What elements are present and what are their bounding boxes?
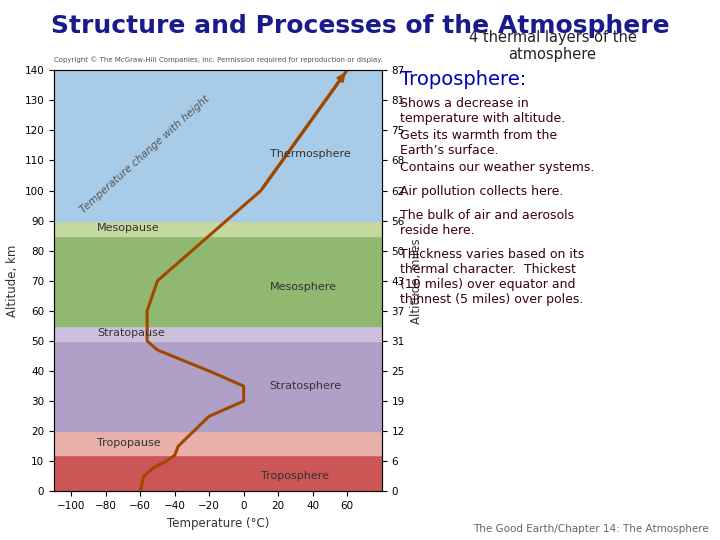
Y-axis label: Altitude, km: Altitude, km [6, 245, 19, 317]
Text: Thermosphere: Thermosphere [269, 150, 350, 159]
Text: Mesopause: Mesopause [97, 223, 160, 233]
X-axis label: Temperature (°C): Temperature (°C) [166, 517, 269, 530]
Text: The bulk of air and aerosols
reside here.: The bulk of air and aerosols reside here… [400, 209, 574, 237]
Bar [54, 326, 382, 341]
Text: Structure and Processes of the Atmosphere: Structure and Processes of the Atmospher… [50, 14, 670, 37]
Y-axis label: Altitude, miles: Altitude, miles [410, 238, 423, 323]
Text: Tropopause: Tropopause [97, 438, 161, 448]
Text: Temperature change with height: Temperature change with height [78, 93, 212, 214]
Text: Gets its warmth from the
Earth’s surface.: Gets its warmth from the Earth’s surface… [400, 129, 557, 157]
Text: Mesosphere: Mesosphere [269, 282, 336, 292]
Bar [54, 235, 382, 326]
Text: Thickness varies based on its
thermal character.  Thickest
(10 miles) over equat: Thickness varies based on its thermal ch… [400, 248, 584, 306]
Bar [54, 70, 382, 221]
Bar [54, 431, 382, 455]
Bar [54, 455, 382, 491]
Text: Copyright © The McGraw-Hill Companies, Inc. Permission required for reproduction: Copyright © The McGraw-Hill Companies, I… [54, 57, 382, 63]
Text: 4 thermal layers of the
atmosphere: 4 thermal layers of the atmosphere [469, 30, 636, 62]
Text: Contains our weather systems.: Contains our weather systems. [400, 161, 594, 174]
Bar [54, 341, 382, 431]
Text: Air pollution collects here.: Air pollution collects here. [400, 185, 563, 198]
Text: Troposphere: Troposphere [261, 471, 329, 481]
Text: Shows a decrease in
temperature with altitude.: Shows a decrease in temperature with alt… [400, 97, 565, 125]
Text: Troposphere:: Troposphere: [400, 70, 526, 89]
Text: Stratopause: Stratopause [97, 328, 165, 339]
Bar [54, 221, 382, 235]
Text: Stratosphere: Stratosphere [269, 381, 342, 391]
Text: The Good Earth/Chapter 14: The Atmosphere: The Good Earth/Chapter 14: The Atmospher… [474, 523, 709, 534]
